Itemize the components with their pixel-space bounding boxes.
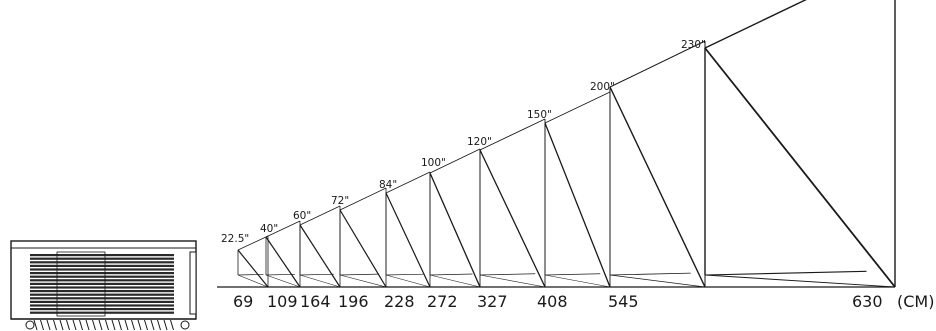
screen-group: 22.5" 40" 60" 72" 84" 100" 120" 150" 200" 230" <box>221 0 896 288</box>
screen-200in: 200" <box>590 40 706 288</box>
screen-40in: 40" <box>260 220 301 288</box>
distance-label: 408 <box>537 292 568 311</box>
screen-72in: 72" <box>331 187 387 288</box>
projector-illustration <box>10 240 197 331</box>
screen-size-label: 120" <box>467 136 492 148</box>
screen-120in: 120" <box>467 118 546 288</box>
screen-size-label: 22.5" <box>221 233 249 245</box>
screen-size-label: 72" <box>331 195 349 207</box>
screen-size-label: 84" <box>379 179 397 191</box>
screen-size-label: 200" <box>590 81 615 93</box>
distance-labels: 69 109 164 196 228 272 327 408 545 630 <box>233 292 883 311</box>
screen-22.5in: 22.5" <box>221 233 269 288</box>
screen-60in: 60" <box>293 205 341 288</box>
distance-label: 545 <box>608 292 639 311</box>
screen-100in: 100" <box>421 148 481 288</box>
distance-label: 164 <box>300 292 331 311</box>
distance-label: 109 <box>267 292 298 311</box>
screen-size-label: 40" <box>260 223 278 235</box>
screen-size-label: 60" <box>293 210 311 222</box>
distance-label: 228 <box>384 292 415 311</box>
distance-label: 630 <box>852 292 883 311</box>
screen-150in: 150" <box>527 91 611 288</box>
screen-size-label: 150" <box>527 109 552 121</box>
screen-230in: 230" <box>681 0 896 288</box>
screen-size-label: 100" <box>421 157 446 169</box>
distance-label: 272 <box>427 292 458 311</box>
distance-label: 69 <box>233 292 253 311</box>
projector-vent-grille <box>30 251 174 317</box>
distance-label: 196 <box>338 292 369 311</box>
screen-84in: 84" <box>379 171 431 288</box>
unit-label: (CM) <box>897 292 934 311</box>
projector-feet <box>25 319 190 331</box>
distance-label: 327 <box>477 292 508 311</box>
screen-size-label: 230" <box>681 39 706 51</box>
